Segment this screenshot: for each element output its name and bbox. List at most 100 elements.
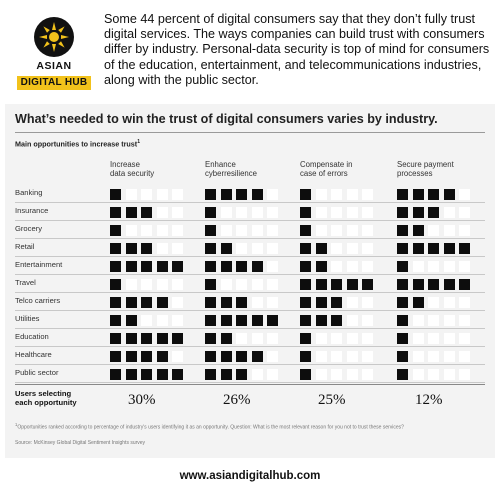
empty-square (443, 315, 455, 326)
empty-square (443, 297, 455, 308)
filled-square (443, 243, 455, 254)
filled-square (397, 333, 408, 344)
footnote: 1Opportunities ranked according to perce… (15, 422, 404, 431)
filled-square (428, 279, 439, 290)
filled-square (156, 351, 168, 362)
filled-square (125, 369, 137, 380)
filled-square (156, 333, 168, 344)
empty-square (412, 333, 424, 344)
column-header-line: Increase (110, 160, 140, 169)
filled-square (110, 225, 121, 236)
filled-square (220, 243, 232, 254)
row-divider (15, 238, 485, 239)
filled-square (236, 315, 247, 326)
filled-square (125, 297, 137, 308)
filled-square (300, 315, 311, 326)
filled-square (331, 315, 342, 326)
website-url[interactable]: www.asiandigitalhub.com (179, 470, 321, 482)
filled-square (236, 261, 247, 272)
filled-square (300, 279, 311, 290)
row-label: Utilities (15, 314, 40, 323)
empty-square (251, 279, 263, 290)
empty-square (428, 225, 439, 236)
empty-square (362, 369, 373, 380)
brand-logo: ASIAN DIGITAL HUB (14, 16, 94, 90)
empty-square (236, 243, 247, 254)
filled-square (459, 243, 470, 254)
empty-square (267, 207, 278, 218)
filled-square (428, 243, 439, 254)
empty-square (428, 351, 439, 362)
filled-square (315, 297, 327, 308)
empty-square (346, 315, 358, 326)
empty-square (220, 207, 232, 218)
empty-square (459, 333, 470, 344)
row-label: Travel (15, 278, 36, 287)
empty-square (251, 333, 263, 344)
filled-square (315, 315, 327, 326)
filled-square (125, 261, 137, 272)
empty-square (459, 207, 470, 218)
row-label: Telco carriers (15, 296, 61, 305)
column-header-line: case of errors (300, 169, 348, 178)
filled-square (156, 369, 168, 380)
filled-square (251, 315, 263, 326)
filled-square (443, 189, 455, 200)
row-divider (15, 220, 485, 221)
filled-square (412, 279, 424, 290)
filled-square (315, 243, 327, 254)
empty-square (346, 369, 358, 380)
empty-square (331, 207, 342, 218)
filled-square (110, 297, 121, 308)
row-label: Retail (15, 242, 35, 251)
empty-square (412, 261, 424, 272)
filled-square (172, 333, 183, 344)
filled-square (125, 207, 137, 218)
filled-square (300, 369, 311, 380)
filled-square (397, 315, 408, 326)
filled-square (267, 315, 278, 326)
empty-square (236, 207, 247, 218)
empty-square (172, 225, 183, 236)
filled-square (300, 297, 311, 308)
filled-square (251, 189, 263, 200)
filled-square (220, 315, 232, 326)
empty-square (267, 225, 278, 236)
filled-square (236, 297, 247, 308)
empty-square (267, 279, 278, 290)
filled-square (251, 261, 263, 272)
chart-title: What’s needed to win the trust of digita… (15, 112, 438, 126)
empty-square (172, 207, 183, 218)
filled-square (156, 261, 168, 272)
filled-square (220, 369, 232, 380)
filled-square (125, 315, 137, 326)
empty-square (428, 369, 439, 380)
empty-square (156, 243, 168, 254)
row-label: Public sector (15, 368, 59, 377)
empty-square (236, 225, 247, 236)
filled-square (205, 279, 216, 290)
filled-square (300, 261, 311, 272)
title-divider (15, 132, 485, 133)
empty-square (315, 369, 327, 380)
filled-square (110, 207, 121, 218)
empty-square (125, 279, 137, 290)
empty-square (331, 261, 342, 272)
table-bottom-rule (15, 384, 485, 385)
filled-square (428, 189, 439, 200)
row-label: Insurance (15, 206, 49, 215)
empty-square (267, 351, 278, 362)
filled-square (397, 207, 408, 218)
filled-square (172, 261, 183, 272)
empty-square (267, 369, 278, 380)
empty-square (267, 261, 278, 272)
filled-square (346, 279, 358, 290)
filled-square (331, 279, 342, 290)
empty-square (443, 207, 455, 218)
filled-square (300, 243, 311, 254)
filled-square (300, 351, 311, 362)
empty-square (459, 315, 470, 326)
row-label: Grocery (15, 224, 43, 233)
filled-square (220, 189, 232, 200)
empty-square (362, 207, 373, 218)
